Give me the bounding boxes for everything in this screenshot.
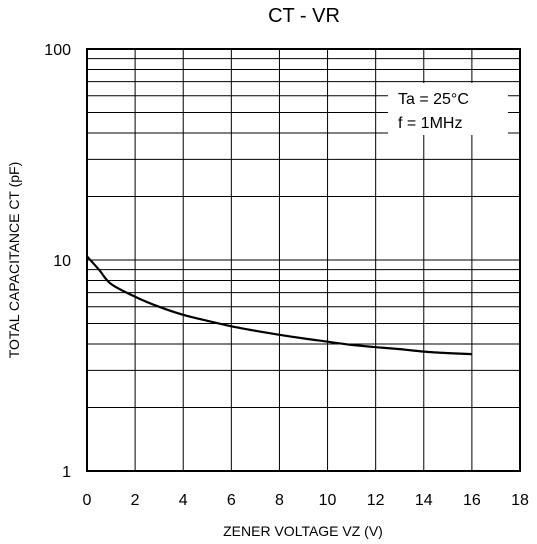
x-tick-label: 12 bbox=[367, 492, 385, 509]
x-tick-label: 8 bbox=[275, 492, 284, 509]
y-axis-label: TOTAL CAPACITANCE CT (pF) bbox=[6, 162, 22, 359]
x-axis-label: ZENER VOLTAGE VZ (V) bbox=[223, 523, 383, 539]
annotation-box bbox=[388, 83, 508, 135]
annotation-frequency: f = 1MHz bbox=[398, 115, 462, 132]
chart-title: CT - VR bbox=[268, 5, 340, 27]
x-tick-label: 2 bbox=[131, 492, 140, 509]
x-tick-labels: 0 2 4 6 8 10 12 14 16 18 bbox=[83, 492, 529, 509]
y-tick-labels: 1 10 100 bbox=[44, 42, 71, 481]
x-tick-label: 10 bbox=[319, 492, 337, 509]
x-tick-label: 18 bbox=[511, 492, 529, 509]
annotation-temperature: Ta = 25°C bbox=[398, 91, 469, 108]
x-tick-label: 6 bbox=[227, 492, 236, 509]
x-tick-label: 16 bbox=[463, 492, 481, 509]
series-line bbox=[86, 255, 472, 356]
x-tick-label: 4 bbox=[179, 492, 188, 509]
y-tick-label: 1 bbox=[62, 464, 71, 481]
x-tick-label: 0 bbox=[83, 492, 92, 509]
y-tick-label: 100 bbox=[44, 42, 71, 59]
x-tick-label: 14 bbox=[415, 492, 433, 509]
plot-frame bbox=[86, 48, 521, 472]
y-tick-label: 10 bbox=[53, 253, 71, 270]
